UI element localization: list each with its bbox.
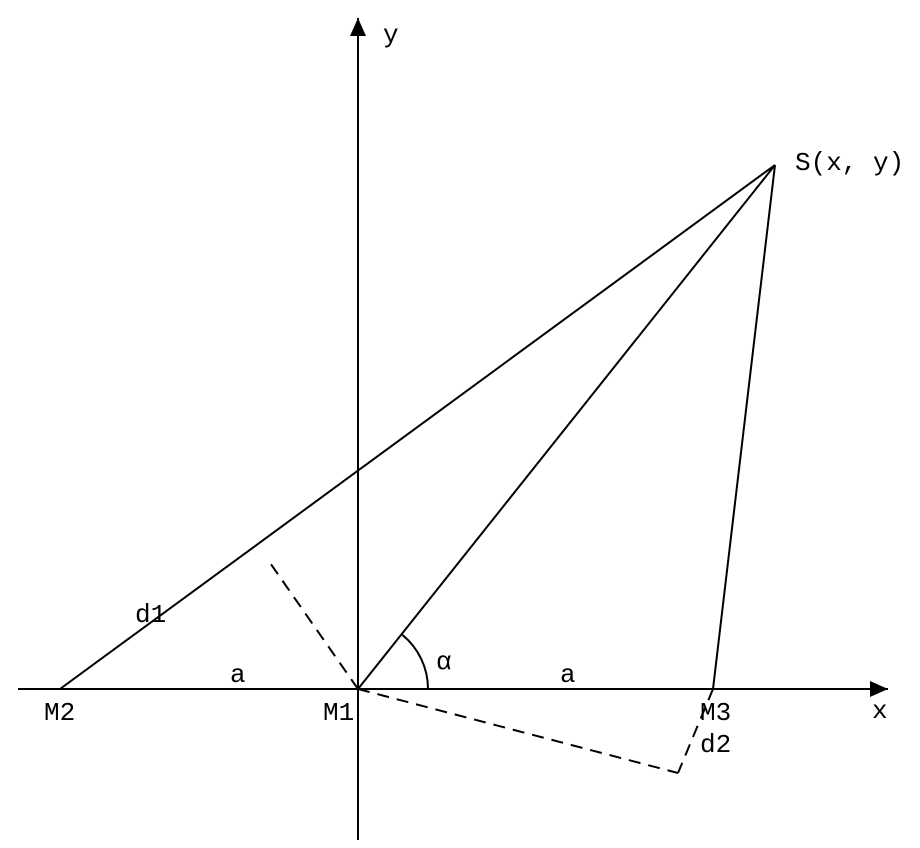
segment-M1-S [358, 165, 775, 689]
segment-M3-S [713, 165, 775, 689]
label-x_axis: x [872, 696, 888, 726]
segment-M2-S [60, 165, 775, 689]
segment-M1-D1foot [268, 560, 358, 689]
label-a_left: a [230, 660, 246, 690]
label-M3: M3 [700, 698, 731, 728]
label-M1: M1 [323, 698, 354, 728]
label-S: S(x, y) [795, 148, 904, 178]
label-a_right: a [560, 660, 576, 690]
label-d1: d1 [135, 600, 166, 630]
y-axis-arrow [350, 18, 366, 36]
diagram-svg [0, 0, 920, 848]
segment-M1-D2foot [358, 689, 678, 773]
x-axis-arrow [870, 681, 888, 697]
angle-arc-alpha [402, 635, 428, 689]
label-y_axis: y [383, 20, 399, 50]
label-M2: M2 [44, 698, 75, 728]
label-d2: d2 [700, 730, 731, 760]
label-alpha: α [436, 647, 452, 677]
